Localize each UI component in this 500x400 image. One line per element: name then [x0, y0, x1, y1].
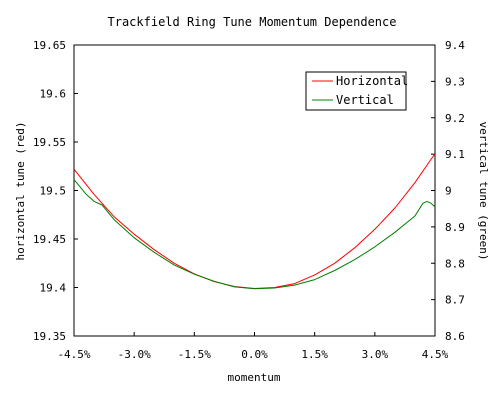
x-axis-title: momentum	[228, 371, 281, 384]
right-y-tick-label: 8.7	[445, 294, 465, 307]
right-y-tick-label: 8.8	[445, 257, 465, 270]
left-y-tick-label: 19.55	[33, 136, 66, 149]
series-line-horizontal	[73, 153, 436, 289]
left-y-tick-label: 19.65	[33, 39, 66, 52]
x-tick-label: 1.5%	[301, 348, 328, 361]
legend: Horizontal Vertical	[305, 71, 408, 111]
left-y-axis: 19.35 19.4 19.45 19.5 19.55 19.6 19.65	[33, 39, 78, 343]
chart-title: Trackfield Ring Tune Momentum Dependence	[108, 15, 397, 29]
right-y-tick-label: 9.2	[445, 112, 465, 125]
legend-box	[305, 71, 407, 111]
left-y-tick-label: 19.5	[40, 185, 67, 198]
x-tick-label: -3.0%	[118, 348, 151, 361]
right-y-tick-label: 9	[445, 185, 452, 198]
series-layer	[73, 153, 436, 290]
right-y-tick-label: 9.4	[445, 39, 465, 52]
x-tick-label: 4.5%	[422, 348, 449, 361]
right-y-tick-label: 9.3	[445, 75, 465, 88]
x-tick-label: -1.5%	[178, 348, 211, 361]
legend-label-vertical: Vertical	[336, 93, 394, 107]
x-tick-label: 3.0%	[362, 348, 389, 361]
left-y-tick-label: 19.35	[33, 330, 66, 343]
right-y-tick-label: 9.1	[445, 148, 465, 161]
left-y-axis-title: horizontal tune (red)	[14, 121, 27, 260]
legend-label-horizontal: Horizontal	[336, 74, 408, 88]
x-tick-label: -4.5%	[57, 348, 90, 361]
left-y-tick-label: 19.4	[40, 282, 67, 295]
right-y-tick-label: 8.9	[445, 221, 465, 234]
x-axis: -4.5% -3.0% -1.5% 0.0% 1.5% 3.0% 4.5%	[57, 332, 449, 361]
x-tick-label: 0.0%	[241, 348, 268, 361]
right-y-axis: 8.6 8.7 8.8 8.9 9 9.1 9.2 9.3 9.4	[431, 39, 465, 343]
right-y-tick-label: 8.6	[445, 330, 465, 343]
left-y-tick-label: 19.6	[40, 88, 67, 101]
left-y-tick-label: 19.45	[33, 233, 66, 246]
right-y-axis-title: vertical tune (green)	[477, 121, 490, 260]
series-line-vertical	[73, 179, 436, 290]
